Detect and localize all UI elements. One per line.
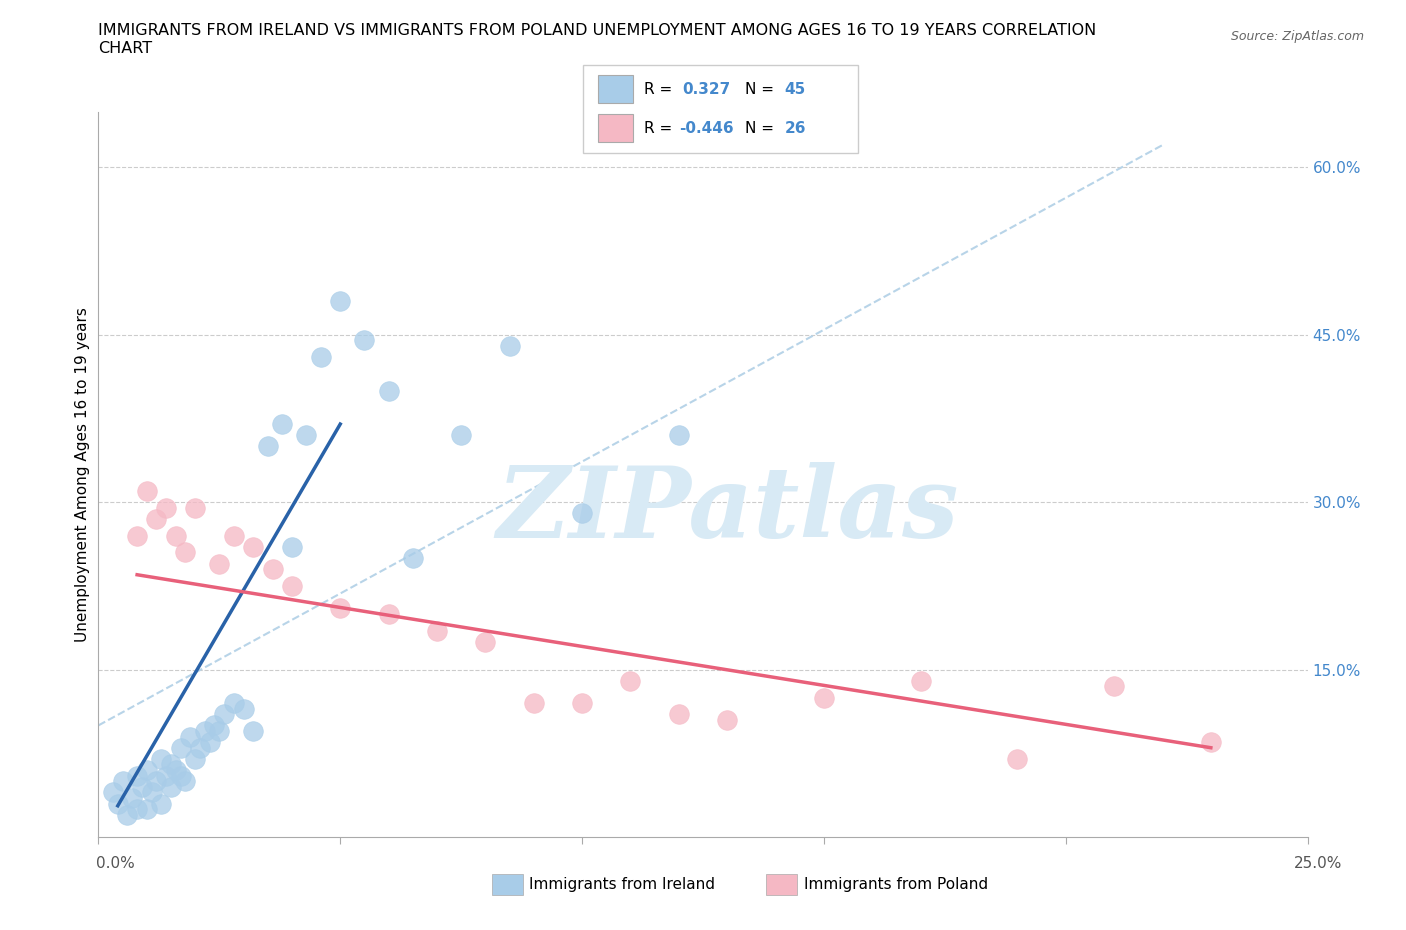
Point (242, 539, 264, 554)
Point (377, 383, 399, 398)
Point (716, 712, 738, 727)
Point (194, 724, 217, 738)
Point (571, 506, 593, 521)
Point (212, 707, 235, 722)
Point (127, 802, 149, 817)
Text: N =: N = (745, 83, 775, 98)
Point (1007, 751, 1029, 766)
Point (668, 428, 690, 443)
Point (135, 484, 157, 498)
Point (155, 768, 177, 783)
Point (329, 601, 352, 616)
Point (174, 774, 197, 789)
Point (1102, 679, 1125, 694)
Point (329, 294, 352, 309)
Text: 25.0%: 25.0% (1295, 856, 1343, 870)
Point (174, 545, 197, 560)
Text: Immigrants from Ireland: Immigrants from Ireland (529, 877, 714, 892)
Text: CHART: CHART (98, 41, 152, 56)
Point (169, 740, 191, 755)
Point (169, 768, 191, 783)
Point (242, 724, 264, 738)
Point (450, 428, 472, 443)
Point (402, 551, 425, 565)
Text: Immigrants from Poland: Immigrants from Poland (804, 877, 988, 892)
Text: IMMIGRANTS FROM IRELAND VS IMMIGRANTS FROM POLAND UNEMPLOYMENT AMONG AGES 16 TO : IMMIGRANTS FROM IRELAND VS IMMIGRANTS FR… (98, 23, 1097, 38)
Text: ZIPatlas: ZIPatlas (496, 462, 959, 559)
Point (160, 779, 183, 794)
Text: -0.446: -0.446 (679, 121, 734, 136)
Point (222, 696, 245, 711)
Point (910, 673, 932, 688)
Point (188, 740, 211, 755)
Point (208, 724, 231, 738)
Point (184, 500, 207, 515)
Text: 26: 26 (785, 121, 806, 136)
Text: R =: R = (644, 121, 672, 136)
Point (107, 796, 129, 811)
Point (101, 785, 124, 800)
Point (150, 751, 173, 766)
Point (208, 556, 231, 571)
Point (141, 785, 163, 800)
Point (523, 696, 546, 711)
Point (281, 578, 304, 593)
Point (165, 528, 187, 543)
Text: 0.327: 0.327 (682, 83, 730, 98)
Point (813, 690, 835, 705)
Point (668, 707, 690, 722)
Point (426, 623, 449, 638)
Point (204, 718, 226, 733)
Point (309, 350, 332, 365)
Point (571, 696, 593, 711)
Point (127, 528, 149, 543)
Point (165, 763, 187, 777)
Point (1199, 735, 1222, 750)
Point (295, 428, 318, 443)
Point (127, 768, 149, 783)
Point (135, 802, 157, 817)
Point (121, 790, 143, 805)
Point (145, 774, 167, 789)
Y-axis label: Unemployment Among Ages 16 to 19 years: Unemployment Among Ages 16 to 19 years (75, 307, 90, 642)
Point (198, 735, 221, 750)
Point (498, 339, 520, 353)
Text: N =: N = (745, 121, 775, 136)
Text: R =: R = (644, 83, 672, 98)
Point (131, 779, 153, 794)
Point (179, 729, 201, 744)
Point (135, 763, 157, 777)
Point (155, 500, 177, 515)
Point (222, 528, 245, 543)
Text: 0.0%: 0.0% (96, 856, 135, 870)
Point (281, 539, 304, 554)
Text: 45: 45 (785, 83, 806, 98)
Point (474, 634, 496, 649)
Point (271, 417, 294, 432)
Point (160, 757, 183, 772)
Point (184, 751, 207, 766)
Text: Source: ZipAtlas.com: Source: ZipAtlas.com (1230, 30, 1364, 43)
Point (150, 796, 173, 811)
Point (377, 606, 399, 621)
Point (232, 701, 254, 716)
Point (111, 774, 134, 789)
Point (145, 512, 167, 526)
Point (117, 807, 139, 822)
Point (256, 439, 278, 454)
Point (619, 673, 641, 688)
Point (353, 333, 375, 348)
Point (262, 562, 284, 577)
